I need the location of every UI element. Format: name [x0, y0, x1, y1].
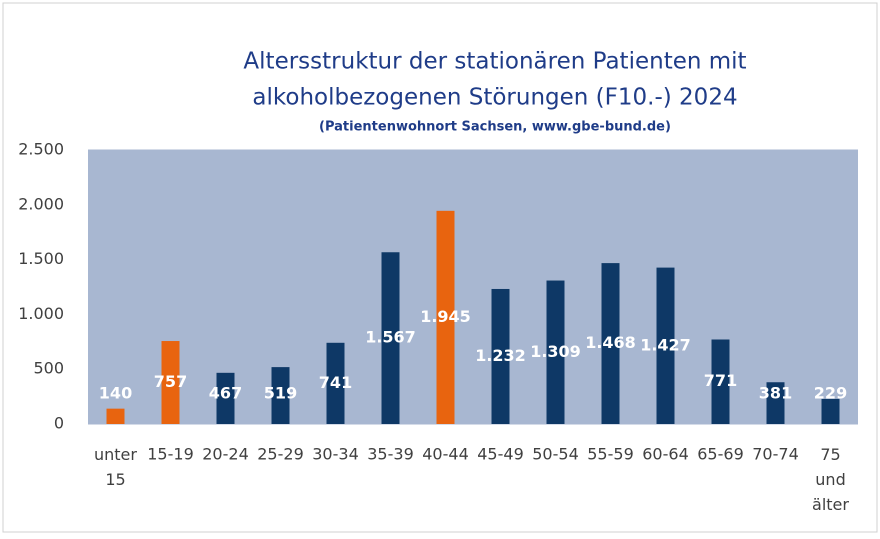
data-label: 1.309 [530, 342, 581, 361]
data-label: 757 [154, 372, 187, 391]
y-tick-label: 1.500 [18, 249, 64, 268]
x-tick-label: 20-24 [202, 445, 249, 464]
bar [271, 367, 290, 424]
data-label: 519 [264, 384, 297, 403]
x-tick-label: unter 15 [94, 445, 137, 489]
chart-title: alkoholbezogenen Störungen (F10.-) 2024 [252, 85, 737, 111]
x-tick-label: 50-54 [532, 445, 579, 464]
data-label: 229 [814, 384, 847, 403]
x-tick-label: 40-44 [422, 445, 469, 464]
bar [821, 398, 840, 424]
data-label: 1.232 [475, 346, 526, 365]
x-tick-label: 15-19 [147, 445, 194, 464]
chart-title: Altersstruktur der stationären Patienten… [243, 49, 746, 75]
data-label: 771 [704, 371, 737, 390]
x-tick-label: 60-64 [642, 445, 689, 464]
bar [546, 280, 565, 424]
x-tick-label: 55-59 [587, 445, 634, 464]
data-label: 1.427 [640, 335, 691, 354]
bar [601, 263, 620, 424]
bar [711, 339, 730, 424]
data-label: 1.468 [585, 333, 636, 352]
x-tick-label: 65-69 [697, 445, 744, 464]
data-label: 140 [99, 384, 132, 403]
plot-area [88, 150, 858, 424]
bar [766, 382, 785, 424]
y-tick-label: 2.500 [18, 140, 64, 159]
bar [436, 210, 455, 424]
y-tick-label: 1.000 [18, 304, 64, 323]
data-label: 741 [319, 373, 352, 392]
x-tick-label: 75 und älter [812, 445, 849, 514]
y-tick-label: 2.000 [18, 194, 64, 213]
data-label: 1.945 [420, 307, 471, 326]
bar [216, 372, 235, 424]
bar [656, 267, 675, 424]
bar [491, 288, 510, 424]
y-tick-label: 500 [33, 359, 64, 378]
x-tick-label: 35-39 [367, 445, 414, 464]
x-tick-label: 25-29 [257, 445, 304, 464]
x-tick-label: 70-74 [752, 445, 799, 464]
y-tick-label: 0 [54, 414, 64, 433]
bar [381, 252, 400, 424]
bar [161, 341, 180, 424]
data-label: 1.567 [365, 328, 416, 347]
bar [106, 408, 125, 424]
data-label: 381 [759, 384, 792, 403]
data-label: 467 [209, 384, 242, 403]
x-tick-label: 30-34 [312, 445, 359, 464]
x-tick-label: 45-49 [477, 445, 524, 464]
chart-subtitle: (Patientenwohnort Sachsen, www.gbe-bund.… [319, 120, 671, 135]
bar [326, 342, 345, 424]
